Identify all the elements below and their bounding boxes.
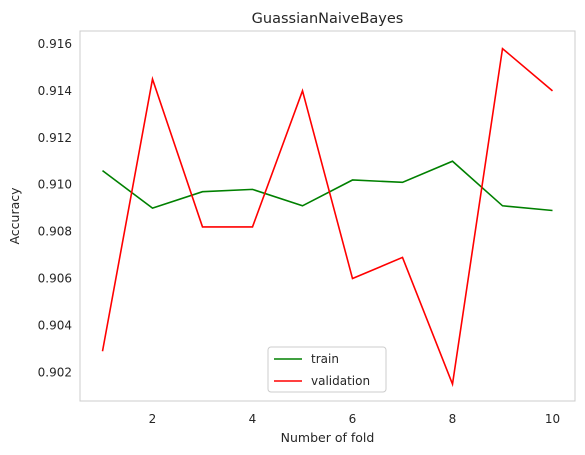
x-tick-label: 2	[149, 412, 157, 426]
series-line-train	[102, 160, 553, 212]
legend: train validation	[267, 346, 387, 393]
y-tick-label: 0.906	[38, 272, 72, 286]
y-tick-label: 0.912	[38, 131, 72, 145]
legend-label-validation: validation	[311, 374, 370, 388]
series-lines	[101, 47, 554, 388]
chart-title: GuassianNaiveBayes	[252, 11, 404, 27]
series-line-validation	[101, 47, 554, 388]
y-tick-label: 0.902	[38, 365, 72, 379]
x-tick-label: 4	[249, 412, 257, 426]
x-tick-label: 10	[545, 412, 560, 426]
y-tick-label: 0.908	[38, 225, 72, 239]
y-tick-label: 0.914	[38, 84, 72, 98]
x-axis-label: Number of fold	[281, 430, 375, 445]
y-tick-label: 0.916	[38, 37, 72, 51]
plot-area-frame	[79, 30, 576, 402]
x-tick-label: 6	[349, 412, 357, 426]
y-tick-label: 0.910	[38, 178, 72, 192]
y-tick-label: 0.904	[38, 318, 72, 332]
x-tick-label: 8	[449, 412, 457, 426]
legend-label-train: train	[311, 352, 339, 366]
tick-labels: 2 4 6 8 10 0.902 0.904 0.906 0.908 0.910 0.912 0.91…	[38, 37, 561, 426]
y-axis-label: Accuracy	[7, 187, 22, 245]
